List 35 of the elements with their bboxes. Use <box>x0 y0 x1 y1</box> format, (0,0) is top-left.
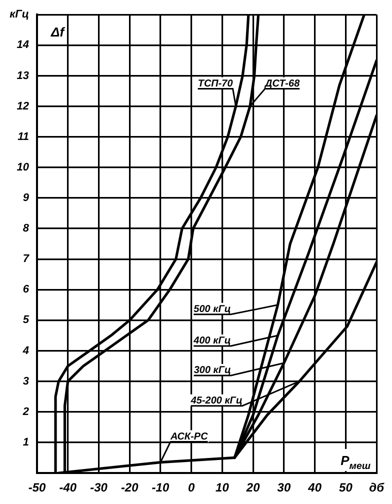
y-tick-label: 12 <box>16 100 29 112</box>
y-tick-label: 3 <box>22 375 29 388</box>
y-tick-label: 4 <box>22 344 29 357</box>
x-tick-label: 20 <box>245 480 260 495</box>
series-label: ТСП-70 <box>198 78 234 90</box>
x-tick-label: дб <box>369 480 385 495</box>
x-tick-label: 40 <box>307 480 322 495</box>
y-tick-label: 2 <box>22 406 29 418</box>
text: 500 кГц <box>194 304 231 315</box>
x-tick-label: -50 <box>28 480 46 495</box>
y-tick-label: 9 <box>22 192 30 204</box>
x-tick-label: 50 <box>339 480 353 495</box>
text: 45-200 кГц <box>190 395 242 406</box>
y-tick-label: 7 <box>22 253 30 266</box>
x-tick-label: -20 <box>120 480 139 495</box>
x-tick-label: 30 <box>277 480 291 495</box>
y-tick-label: 1 <box>22 436 29 448</box>
y-tick-label: 8 <box>22 222 30 235</box>
y-tick-label: кГц <box>10 8 29 21</box>
y-tick-label: 11 <box>18 130 29 143</box>
x-tick-label: -40 <box>59 480 77 495</box>
y-tick-label: 5 <box>22 314 30 326</box>
y-tick-label: 13 <box>16 70 29 82</box>
y-axis-title: Δf <box>50 24 66 40</box>
x-tick-label: -30 <box>90 480 108 495</box>
x-tick-label: -10 <box>152 480 170 495</box>
series-label: АСК-РС <box>169 431 209 442</box>
text: 400 кГц <box>192 335 231 346</box>
text: 300 кГц <box>194 364 231 376</box>
y-tick-label: 6 <box>22 284 30 296</box>
x-tick-label: 10 <box>216 480 230 495</box>
series-label: ДСТ-68 <box>264 78 300 90</box>
y-tick-label: 14 <box>16 39 29 52</box>
x-tick-label: 0 <box>188 480 196 495</box>
y-tick-label: 10 <box>16 161 30 174</box>
